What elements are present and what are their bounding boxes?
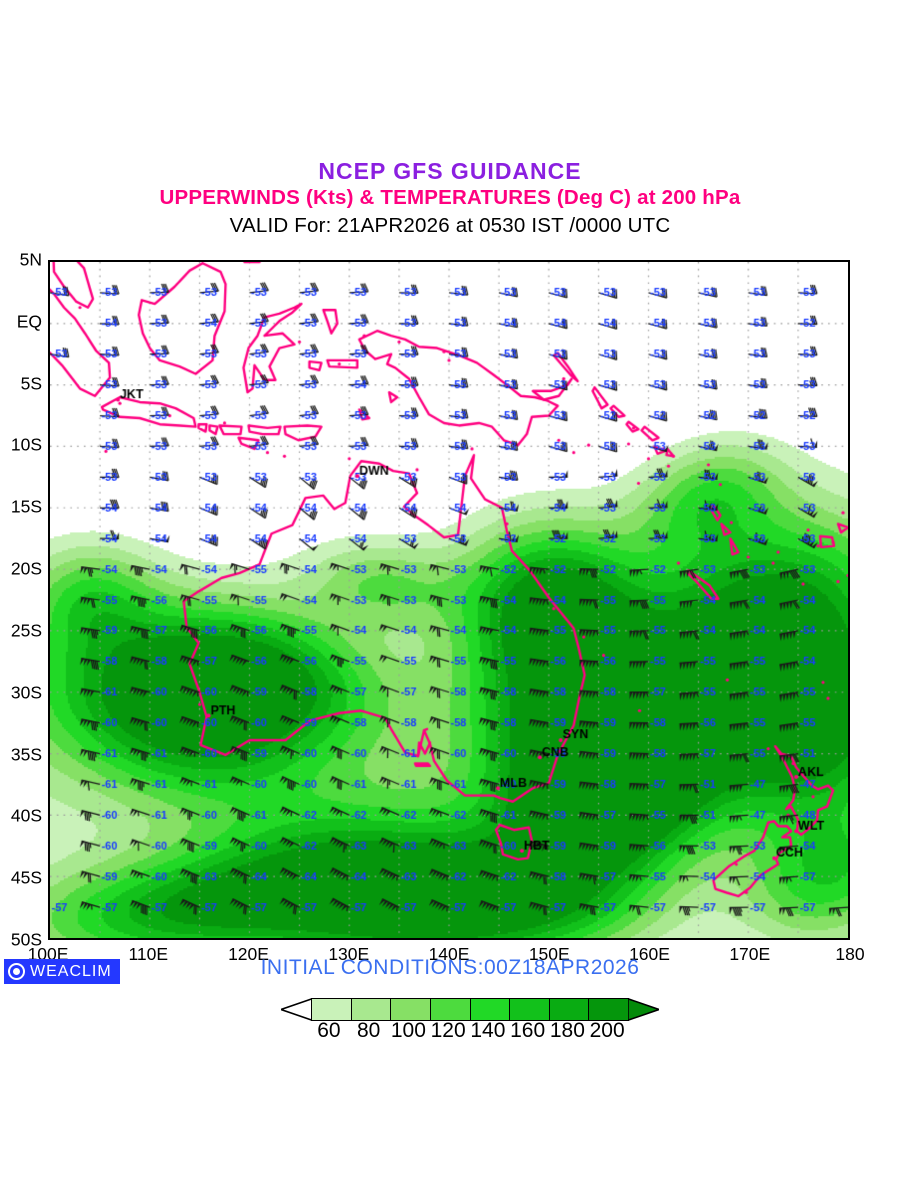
- x-axis-tick-150E: 150E: [528, 944, 570, 964]
- y-axis-tick-20S: 20S: [10, 558, 42, 579]
- colorbar-tick-120: 120: [430, 1019, 466, 1042]
- weather-map-canvas: [50, 262, 848, 938]
- colorbar-tick-200: 200: [589, 1019, 625, 1042]
- y-axis-tick-5S: 5S: [20, 373, 42, 394]
- colorbar-low-cap: [281, 998, 312, 1021]
- colorbar-tick-140: 140: [470, 1019, 506, 1042]
- y-axis-tick-50S: 50S: [10, 929, 42, 950]
- y-axis-tick-10S: 10S: [10, 434, 42, 455]
- y-axis-tick-25S: 25S: [10, 620, 42, 641]
- colorbar-segment-0: [312, 999, 352, 1020]
- colorbar-segment-6: [549, 999, 590, 1020]
- colorbar-segment-4: [470, 999, 511, 1020]
- title-line-model: NCEP GFS GUIDANCE: [318, 158, 582, 184]
- weaclim-logo-badge[interactable]: WEACLIM: [4, 959, 120, 984]
- x-axis-tick-130E: 130E: [328, 944, 370, 964]
- colorbar-segment-3: [430, 999, 471, 1020]
- y-axis-tick-5N: 5N: [19, 249, 42, 270]
- y-axis-tick-45S: 45S: [10, 867, 42, 888]
- y-axis-tick-EQ: EQ: [16, 311, 42, 332]
- x-axis-tick-180: 180: [835, 944, 865, 964]
- colorbar-tick-labels: 60 80 100 120 140 160 180 200: [281, 1019, 659, 1047]
- circle-icon: [8, 963, 25, 980]
- y-axis-tick-30S: 30S: [10, 682, 42, 703]
- y-axis-tick-35S: 35S: [10, 744, 42, 765]
- title-line-variable: UPPERWINDS (Kts) & TEMPERATURES (Deg C) …: [159, 186, 741, 209]
- x-axis-tick-120E: 120E: [228, 944, 269, 964]
- y-axis-tick-15S: 15S: [10, 496, 42, 517]
- colorbar-tick-80: 80: [356, 1019, 381, 1042]
- x-axis-tick-170E: 170E: [729, 944, 771, 964]
- x-axis-tick-110E: 110E: [128, 944, 169, 964]
- colorbar-tick-60: 60: [317, 1019, 341, 1042]
- x-axis-tick-140E: 140E: [428, 944, 470, 964]
- colorbar-segment-2: [391, 999, 431, 1020]
- colorbar-tick-100: 100: [390, 1019, 426, 1042]
- initial-conditions-text: INITIAL CONDITIONS:00Z18APR2026: [260, 956, 640, 979]
- colorbar-segments: [311, 998, 629, 1021]
- map-plot-area[interactable]: [48, 260, 850, 940]
- colorbar-segment-7: [589, 999, 628, 1020]
- weaclim-logo-text: WEACLIM: [30, 962, 112, 980]
- colorbar-tick-160: 160: [510, 1019, 546, 1042]
- chart-title-block: NCEP GFS GUIDANCE UPPERWINDS (Kts) & TEM…: [0, 158, 900, 240]
- colorbar-tick-180: 180: [549, 1019, 585, 1042]
- colorbar-segment-1: [351, 999, 392, 1020]
- colorbar-high-cap: [628, 998, 659, 1021]
- title-line-valid-time: VALID For: 21APR2026 at 0530 IST /0000 U…: [229, 214, 671, 237]
- colorbar: [281, 998, 659, 1021]
- colorbar-segment-5: [510, 999, 550, 1020]
- x-axis-tick-160E: 160E: [629, 944, 670, 964]
- y-axis-tick-40S: 40S: [10, 805, 42, 826]
